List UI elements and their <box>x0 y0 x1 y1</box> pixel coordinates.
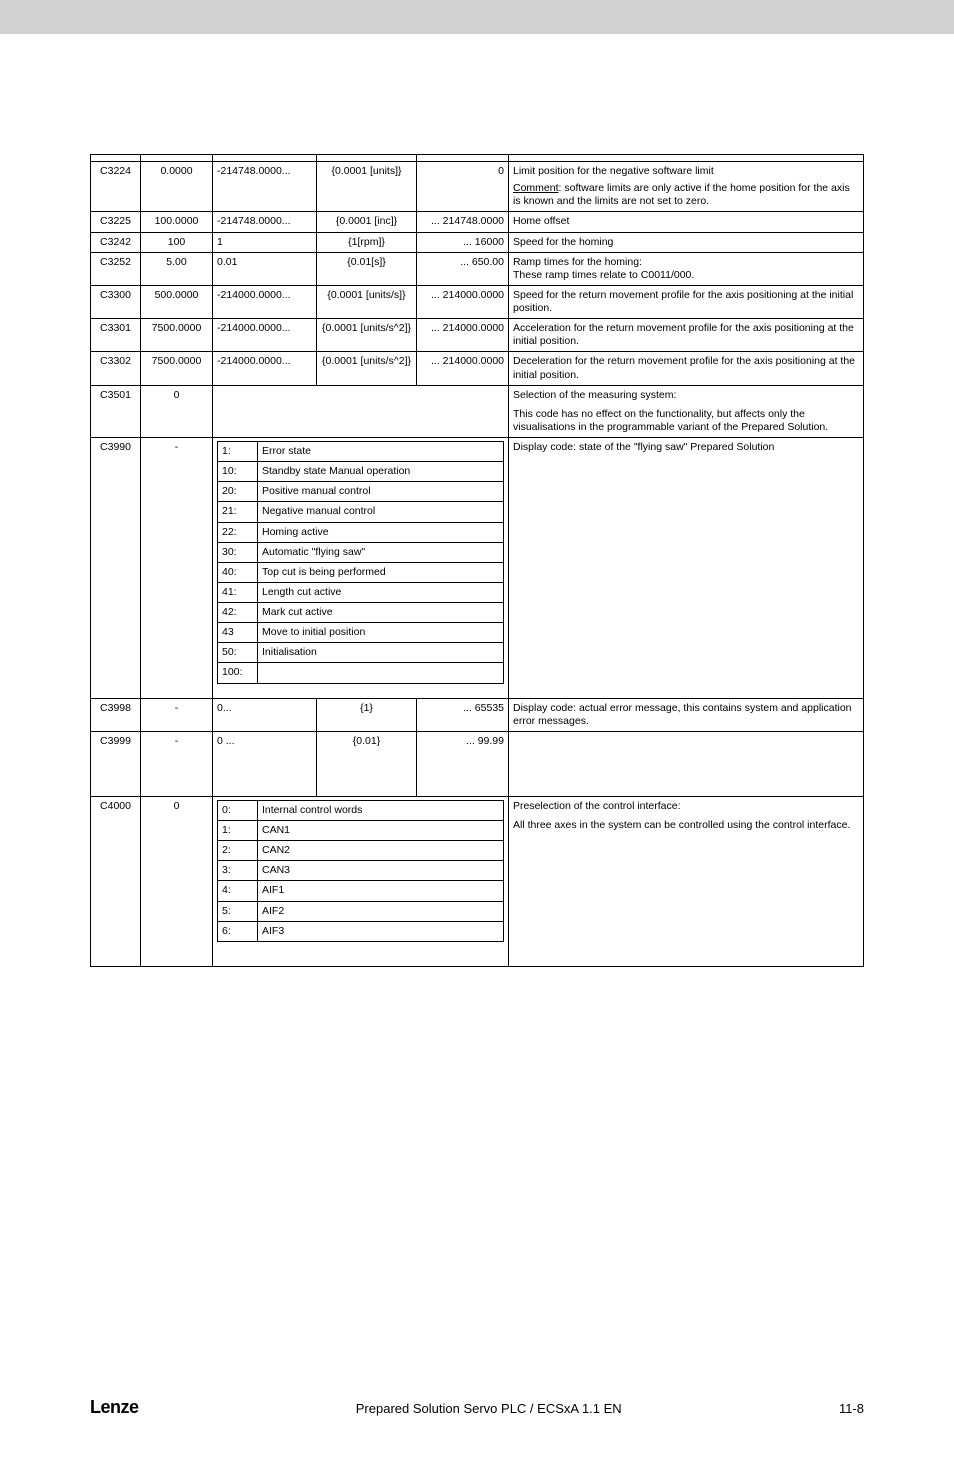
enum-list: 1:Error state10:Standby state Manual ope… <box>217 441 504 684</box>
page-content: C32240.0000-214748.0000...{0.0001 [units… <box>0 34 954 967</box>
table-row: C3998-0...{1}... 65535Display code: actu… <box>91 698 864 731</box>
table-row: C33027500.0000-214000.0000...{0.0001 [un… <box>91 352 864 385</box>
top-banner <box>0 0 954 34</box>
table-row: C35010Selection of the measuring system:… <box>91 385 864 437</box>
table-row: C400000:Internal control words1:CAN12:CA… <box>91 796 864 966</box>
brand-logo: Lenze <box>90 1397 139 1418</box>
page-footer: Lenze Prepared Solution Servo PLC / ECSx… <box>0 1397 954 1458</box>
table-row: C3990-1:Error state10:Standby state Manu… <box>91 438 864 699</box>
table-row: C32421001{1[rpm]}... 16000Speed for the … <box>91 232 864 252</box>
table-row: C3300500.0000-214000.0000...{0.0001 [uni… <box>91 285 864 318</box>
enum-list: 0:Internal control words1:CAN12:CAN23:CA… <box>217 800 504 942</box>
page-number: 11-8 <box>839 1401 864 1416</box>
parameter-table: C32240.0000-214748.0000...{0.0001 [units… <box>90 154 864 967</box>
table-row: C32240.0000-214748.0000...{0.0001 [units… <box>91 162 864 212</box>
table-row: C33017500.0000-214000.0000...{0.0001 [un… <box>91 319 864 352</box>
footer-title: Prepared Solution Servo PLC / ECSxA 1.1 … <box>356 1401 622 1416</box>
table-row: C3225100.0000-214748.0000...{0.0001 [inc… <box>91 212 864 232</box>
table-row: C3999-0 ...{0.01}... 99.99 <box>91 731 864 796</box>
table-row: C32525.000.01{0.01[s]}... 650.00Ramp tim… <box>91 252 864 285</box>
table-header-row <box>91 155 864 162</box>
